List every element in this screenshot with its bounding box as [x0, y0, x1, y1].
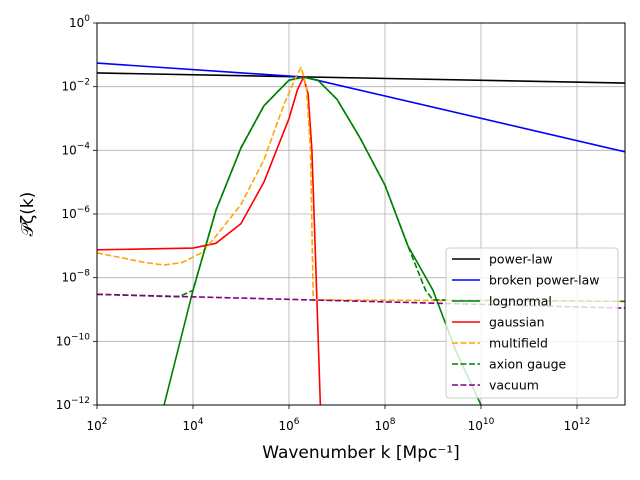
legend-label: broken power-law: [489, 273, 600, 288]
y-tick-label: 10−8: [61, 269, 90, 285]
series-line-vacuum: [97, 293, 625, 309]
legend-label: axion gauge: [489, 357, 567, 372]
x-axis-title: Wavenumber k [Mpc⁻¹]: [262, 443, 460, 463]
y-tick-label: 10−12: [56, 396, 90, 412]
series-line-axion-gauge: [97, 76, 625, 303]
x-tick-label: 1010: [468, 417, 495, 433]
y-tick-label: 10−2: [61, 78, 90, 94]
x-tick-label: 102: [86, 417, 107, 433]
legend-label: lognormal: [489, 294, 552, 309]
x-tick-labels: 102 104 106 108 1010 1012: [86, 417, 590, 433]
plot-area: [97, 62, 625, 405]
y-tick-label: 10−4: [61, 141, 90, 157]
legend-label: multifield: [489, 336, 548, 351]
series-line-gaussian: [97, 76, 322, 405]
x-tick-label: 104: [182, 417, 203, 433]
y-tick-label: 100: [69, 14, 90, 30]
y-tick-label: 10−10: [56, 332, 91, 348]
legend-label: gaussian: [489, 315, 545, 330]
legend-label: vacuum: [489, 378, 539, 393]
legend-label: power-law: [489, 252, 553, 267]
series-line-power-law: [97, 72, 625, 84]
y-tick-label: 10−6: [61, 205, 90, 221]
axis-ticks: [93, 22, 578, 409]
x-tick-label: 108: [374, 417, 395, 433]
legend-box: [445, 247, 619, 399]
y-axis-title: 𝒫ζ(k): [18, 192, 38, 237]
y-tick-labels: 10−12 10−10 10−8 10−6 10−4 10−2 100: [56, 14, 91, 412]
x-tick-label: 106: [278, 417, 299, 433]
series-line-multifield: [97, 66, 625, 303]
x-tick-label: 1012: [564, 417, 591, 433]
legend: power-law broken power-law lognormal gaussi…: [445, 247, 619, 399]
